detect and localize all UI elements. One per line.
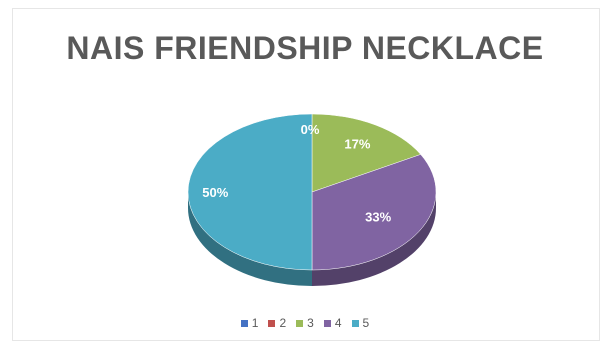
chart-legend: 1 2 3 4 5 [0,316,610,330]
legend-item-4: 4 [323,316,342,330]
legend-label-4: 4 [334,316,342,330]
legend-item-3: 3 [296,316,314,330]
legend-swatch-2 [268,319,276,327]
legend-item-2: 2 [268,316,286,330]
data-label-5: 50% [202,185,228,200]
pie-slice-4 [311,154,437,271]
legend-label-5: 5 [362,316,370,330]
legend-swatch-1 [240,319,248,327]
legend-label-1: 1 [251,316,259,330]
chart-title: NAIS FRIENDSHIP NECKLACE [66,30,544,66]
legend-item-5: 5 [351,316,370,330]
legend-label-3: 3 [307,316,314,330]
pie-slice-5 [187,113,313,271]
data-label-4: 33% [365,210,391,225]
legend-swatch-3 [296,319,304,327]
legend-item-1: 1 [240,316,259,330]
pie-slice-3 [311,113,422,193]
legend-swatch-5 [351,319,359,327]
legend-swatch-4 [323,319,331,327]
legend-label-2: 2 [279,316,287,330]
data-label-3: 17% [344,137,370,152]
data-label-zero: 0% [301,122,320,137]
